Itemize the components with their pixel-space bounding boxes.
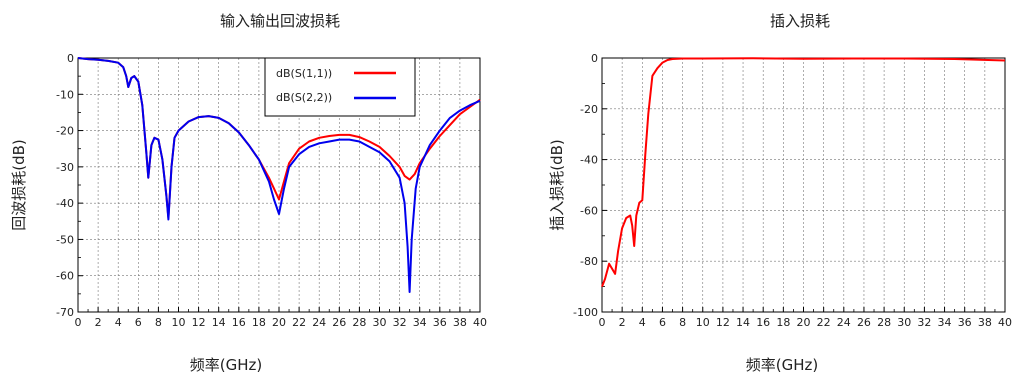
x-axis-label: 频率(GHz) [746,356,818,374]
x-tick-label: 36 [433,316,447,329]
x-tick-label: 10 [696,316,710,329]
axis-ticks: 0 2 4 6 8 10 12 14 16 18 20 22 24 26 28 30 32 34 36 38 400-1… [56,52,487,329]
y-tick-label: -60 [56,270,74,283]
plot-area [601,57,1006,313]
x-tick-label: 40 [998,316,1012,329]
x-tick-label: 2 [95,316,102,329]
x-tick-label: 0 [599,316,606,329]
x-tick-label: 6 [659,316,666,329]
x-tick-label: 36 [958,316,972,329]
x-tick-label: 28 [352,316,366,329]
y-tick-label: 0 [591,52,598,65]
x-tick-label: 8 [679,316,686,329]
insertion-loss-chart: 插入损耗 0 2 4 6 8 10 12 14 16 18 20 22 24 26 28 30 32 34 36 38… [548,12,1012,374]
x-tick-label: 4 [115,316,122,329]
chart-title: 输入输出回波损耗 [220,12,340,30]
x-tick-label: 34 [938,316,952,329]
y-tick-label: -50 [56,233,74,246]
x-tick-label: 6 [135,316,142,329]
x-tick-label: 16 [756,316,770,329]
y-tick-label: -20 [56,125,74,138]
x-tick-label: 40 [473,316,487,329]
x-tick-label: 26 [857,316,871,329]
x-axis-label: 频率(GHz) [190,356,262,374]
y-tick-label: -40 [580,154,598,167]
series-line-2 [77,57,481,293]
x-tick-label: 28 [877,316,891,329]
x-tick-label: 18 [776,316,790,329]
x-tick-label: 12 [192,316,206,329]
chart-title: 插入损耗 [770,12,830,30]
y-tick-label: -100 [573,306,598,319]
series-group [601,57,1006,287]
x-tick-label: 20 [797,316,811,329]
x-tick-label: 14 [212,316,226,329]
x-tick-label: 8 [155,316,162,329]
series-group [77,57,481,293]
x-tick-label: 30 [897,316,911,329]
y-axis-label: 回波损耗(dB) [10,139,28,231]
y-tick-label: -10 [56,88,74,101]
axis-ticks: 0 2 4 6 8 10 12 14 16 18 20 22 24 26 28 30 32 34 36 38 400-2… [573,52,1012,329]
x-tick-label: 34 [413,316,427,329]
x-tick-label: 12 [716,316,730,329]
y-axis-label: 插入损耗(dB) [548,139,566,231]
x-tick-label: 2 [619,316,626,329]
y-tick-label: -70 [56,306,74,319]
x-tick-label: 24 [837,316,851,329]
x-tick-label: 24 [312,316,326,329]
x-tick-label: 38 [978,316,992,329]
x-tick-label: 22 [817,316,831,329]
y-tick-label: -80 [580,255,598,268]
x-tick-label: 10 [172,316,186,329]
x-tick-label: 20 [272,316,286,329]
x-tick-label: 38 [453,316,467,329]
x-tick-label: 30 [373,316,387,329]
legend-label: dB(S(2,2)) [276,91,332,104]
legend-label: dB(S(1,1)) [276,67,332,80]
y-tick-label: -20 [580,103,598,116]
y-tick-label: 0 [67,52,74,65]
grid [602,58,1005,312]
series-line-1 [601,57,1006,287]
return-loss-chart: 输入输出回波损耗 0 2 4 6 8 10 12 14 16 18 20 22 24 26 28 30 32 34… [10,12,487,374]
y-tick-label: -40 [56,197,74,210]
x-tick-label: 32 [393,316,407,329]
x-tick-label: 32 [917,316,931,329]
legend-box [264,57,416,117]
x-tick-label: 16 [232,316,246,329]
x-tick-label: 22 [292,316,306,329]
legend: dB(S(1,1)) dB(S(2,2)) [264,57,416,117]
x-tick-label: 4 [639,316,646,329]
x-tick-label: 26 [332,316,346,329]
y-tick-label: -30 [56,161,74,174]
y-tick-label: -60 [580,204,598,217]
x-tick-label: 14 [736,316,750,329]
x-tick-label: 18 [252,316,266,329]
x-tick-label: 0 [75,316,82,329]
